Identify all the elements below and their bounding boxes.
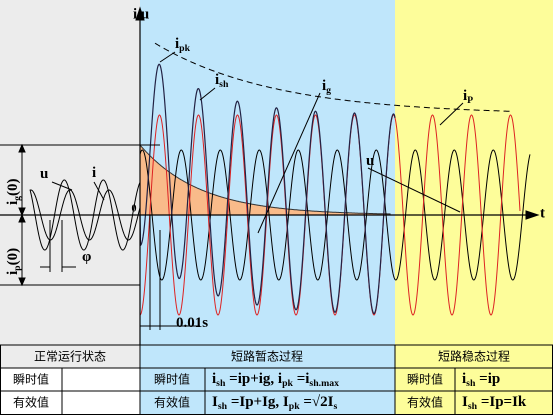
text: i bbox=[463, 88, 467, 104]
text: i bbox=[215, 72, 219, 88]
text: i bbox=[175, 36, 179, 52]
table-text: 瞬时值 bbox=[154, 372, 190, 387]
text: i bbox=[462, 371, 466, 387]
subscript: sh bbox=[466, 378, 476, 389]
label: ish =ip+ig, ipk =ish.max bbox=[212, 371, 339, 389]
subscript: sh.max bbox=[309, 378, 339, 389]
label: ipk bbox=[175, 36, 191, 54]
text: i bbox=[5, 271, 21, 275]
table-text: 有效值 bbox=[154, 395, 190, 410]
subscript: sh bbox=[468, 401, 478, 412]
subscript: sh bbox=[219, 79, 229, 90]
ig-area bbox=[139, 143, 391, 216]
subscript: pk bbox=[289, 401, 300, 412]
axis-label: t bbox=[540, 205, 545, 221]
subscript: p bbox=[12, 265, 23, 271]
subscript: g bbox=[326, 85, 331, 96]
label: ig bbox=[322, 78, 331, 96]
table-head bbox=[0, 345, 140, 368]
label: u bbox=[366, 153, 374, 169]
i-total bbox=[139, 63, 396, 315]
table-text: 有效值 bbox=[13, 395, 49, 410]
label: Ish =Ip=Ik bbox=[462, 394, 527, 412]
label: u bbox=[40, 166, 48, 182]
subscript: pk bbox=[282, 378, 293, 389]
text: u bbox=[40, 166, 48, 182]
text: (0) bbox=[5, 178, 21, 196]
axis-label: i u bbox=[133, 6, 149, 22]
u bbox=[139, 149, 531, 281]
table-text: 瞬时值 bbox=[407, 372, 443, 387]
text: =ip bbox=[475, 371, 500, 387]
subscript: P bbox=[467, 95, 473, 106]
subscript: g bbox=[12, 196, 23, 201]
label: i bbox=[92, 165, 96, 181]
table-text: 短路稳态过程 bbox=[438, 349, 510, 364]
text: u bbox=[366, 153, 374, 169]
text: =Ip+Ig, I bbox=[227, 394, 289, 410]
table-cell bbox=[140, 345, 395, 415]
text: I bbox=[212, 394, 218, 410]
subscript: sh bbox=[218, 401, 228, 412]
subscript: sh bbox=[216, 378, 226, 389]
text: =Ip=Ik bbox=[477, 394, 527, 410]
text: =ip+ig, i bbox=[225, 371, 282, 387]
origin-label: 0 bbox=[132, 203, 137, 214]
subscript: s bbox=[334, 401, 338, 412]
label: Ish =Ip+Ig, Ipk =√2Is bbox=[212, 394, 338, 412]
text: i bbox=[322, 78, 326, 94]
label: ip(0) bbox=[5, 248, 23, 275]
waveforms bbox=[29, 42, 531, 316]
label: iP bbox=[463, 88, 473, 106]
label: ish bbox=[215, 72, 229, 90]
guides bbox=[0, 6, 540, 345]
pre-i bbox=[29, 189, 141, 241]
steady-region bbox=[395, 0, 553, 345]
subscript: pk bbox=[179, 43, 190, 54]
table-text: 短路暂态过程 bbox=[231, 349, 303, 364]
table-text: 有效值 bbox=[407, 395, 443, 410]
label: φ bbox=[82, 249, 91, 265]
text: i bbox=[212, 371, 216, 387]
label: 0.01s bbox=[176, 315, 208, 331]
text: I bbox=[462, 394, 468, 410]
text: φ bbox=[82, 249, 91, 265]
table-text: 正常运行状态 bbox=[34, 350, 106, 364]
pre-u bbox=[29, 179, 141, 251]
text: (0) bbox=[5, 248, 21, 266]
text: =i bbox=[293, 371, 309, 387]
text: i bbox=[92, 165, 96, 181]
envelope bbox=[154, 42, 510, 112]
text: 0.01s bbox=[176, 315, 208, 331]
label: ish =ip bbox=[462, 371, 500, 389]
label: ig(0) bbox=[5, 178, 23, 205]
text: i bbox=[5, 201, 21, 205]
normal-region bbox=[0, 0, 140, 345]
table-text: 瞬时值 bbox=[13, 372, 49, 387]
text: =√2I bbox=[300, 394, 334, 410]
table-cell bbox=[395, 345, 553, 415]
